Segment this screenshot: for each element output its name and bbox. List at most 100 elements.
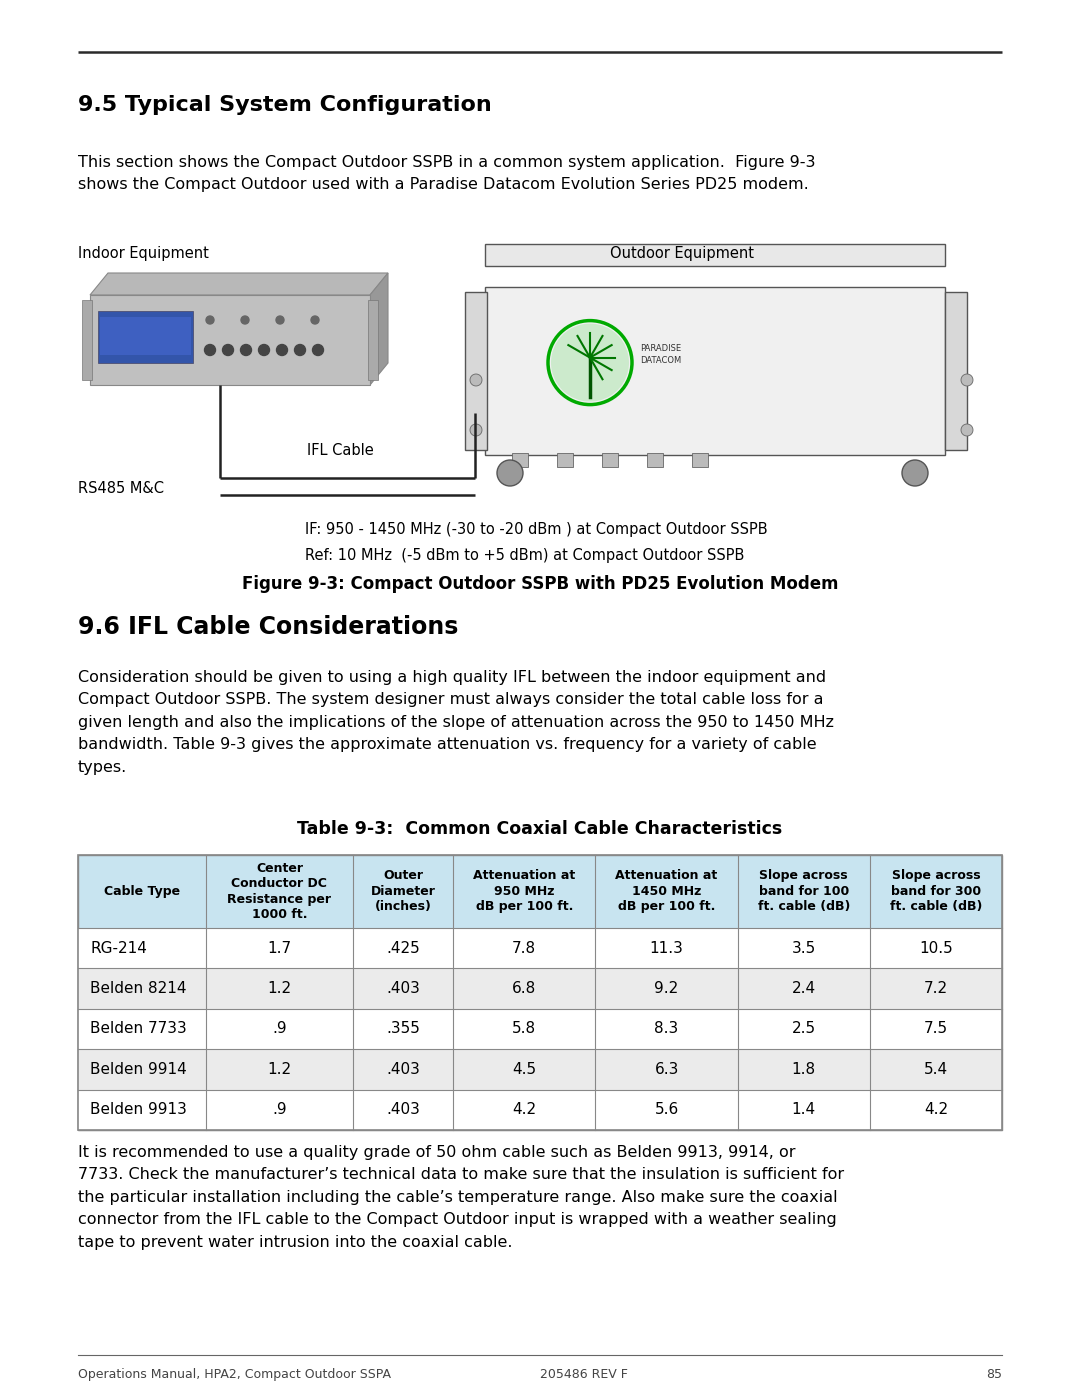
Bar <box>602 453 618 467</box>
Circle shape <box>276 316 284 324</box>
Text: 2.4: 2.4 <box>792 981 815 996</box>
Text: Table 9-3:  Common Coaxial Cable Characteristics: Table 9-3: Common Coaxial Cable Characte… <box>297 820 783 838</box>
Text: Slope across
band for 100
ft. cable (dB): Slope across band for 100 ft. cable (dB) <box>757 869 850 914</box>
Text: Consideration should be given to using a high quality IFL between the indoor equ: Consideration should be given to using a… <box>78 671 834 775</box>
Text: 205486 REV F: 205486 REV F <box>540 1368 627 1382</box>
Circle shape <box>295 345 306 355</box>
Text: 9.5 Typical System Configuration: 9.5 Typical System Configuration <box>78 95 491 115</box>
Circle shape <box>961 425 973 436</box>
Bar <box>78 968 1002 1009</box>
Bar <box>78 1049 1002 1090</box>
Text: 2.5: 2.5 <box>792 1021 815 1037</box>
Circle shape <box>276 345 287 355</box>
Bar <box>512 453 528 467</box>
Circle shape <box>222 345 233 355</box>
Text: Belden 8214: Belden 8214 <box>90 981 187 996</box>
Text: This section shows the Compact Outdoor SSPB in a common system application.  Fig: This section shows the Compact Outdoor S… <box>78 155 815 191</box>
Circle shape <box>497 460 523 486</box>
Text: Center
Conductor DC
Resistance per
1000 ft.: Center Conductor DC Resistance per 1000 … <box>228 862 332 921</box>
Text: .9: .9 <box>272 1102 287 1118</box>
Text: 5.6: 5.6 <box>654 1102 678 1118</box>
Bar <box>465 292 487 450</box>
Bar <box>82 300 92 380</box>
Circle shape <box>470 374 482 386</box>
Bar <box>485 286 945 455</box>
Text: 9.6 IFL Cable Considerations: 9.6 IFL Cable Considerations <box>78 615 458 638</box>
Bar <box>78 855 1002 1130</box>
Text: Attenuation at
1450 MHz
dB per 100 ft.: Attenuation at 1450 MHz dB per 100 ft. <box>616 869 718 914</box>
Text: .425: .425 <box>387 940 420 956</box>
Text: 7.8: 7.8 <box>512 940 537 956</box>
Text: Belden 7733: Belden 7733 <box>90 1021 187 1037</box>
Text: 7.2: 7.2 <box>923 981 948 996</box>
Circle shape <box>551 324 629 401</box>
Text: Operations Manual, HPA2, Compact Outdoor SSPA: Operations Manual, HPA2, Compact Outdoor… <box>78 1368 391 1382</box>
Text: RG-214: RG-214 <box>90 940 147 956</box>
Text: PARADISE
DATACOM: PARADISE DATACOM <box>640 344 681 365</box>
Bar <box>98 312 193 363</box>
Bar <box>485 244 945 265</box>
Text: 1.7: 1.7 <box>268 940 292 956</box>
Text: It is recommended to use a quality grade of 50 ohm cable such as Belden 9913, 99: It is recommended to use a quality grade… <box>78 1146 845 1250</box>
Text: .355: .355 <box>387 1021 420 1037</box>
Bar <box>78 1090 1002 1130</box>
Circle shape <box>258 345 270 355</box>
Bar <box>368 300 378 380</box>
Circle shape <box>241 316 249 324</box>
Bar <box>78 855 1002 1130</box>
Text: .403: .403 <box>387 1102 420 1118</box>
Bar <box>78 928 1002 968</box>
Text: 4.5: 4.5 <box>512 1062 537 1077</box>
Text: 6.8: 6.8 <box>512 981 537 996</box>
Bar <box>90 295 370 386</box>
Text: Outdoor Equipment: Outdoor Equipment <box>610 246 754 261</box>
Text: Outer
Diameter
(inches): Outer Diameter (inches) <box>370 869 435 914</box>
Bar <box>78 1009 1002 1049</box>
Text: Cable Type: Cable Type <box>104 884 179 898</box>
Polygon shape <box>370 272 388 386</box>
Text: 5.4: 5.4 <box>923 1062 948 1077</box>
Bar <box>78 855 1002 928</box>
Circle shape <box>470 425 482 436</box>
Circle shape <box>902 460 928 486</box>
Text: Figure 9-3: Compact Outdoor SSPB with PD25 Evolution Modem: Figure 9-3: Compact Outdoor SSPB with PD… <box>242 576 838 592</box>
Text: 4.2: 4.2 <box>512 1102 537 1118</box>
Text: Belden 9914: Belden 9914 <box>90 1062 187 1077</box>
Circle shape <box>204 345 216 355</box>
Text: RS485 M&C: RS485 M&C <box>78 481 164 496</box>
Text: .403: .403 <box>387 981 420 996</box>
Text: 85: 85 <box>986 1368 1002 1382</box>
Text: 6.3: 6.3 <box>654 1062 678 1077</box>
Text: 8.3: 8.3 <box>654 1021 678 1037</box>
Text: 1.2: 1.2 <box>268 981 292 996</box>
Circle shape <box>206 316 214 324</box>
Bar <box>557 453 573 467</box>
Text: .403: .403 <box>387 1062 420 1077</box>
Bar <box>692 453 708 467</box>
Text: 7.5: 7.5 <box>923 1021 948 1037</box>
Circle shape <box>961 374 973 386</box>
Text: 1.2: 1.2 <box>268 1062 292 1077</box>
Bar <box>647 453 663 467</box>
Text: 5.8: 5.8 <box>512 1021 537 1037</box>
Circle shape <box>241 345 252 355</box>
Text: 1.8: 1.8 <box>792 1062 815 1077</box>
Bar <box>945 292 967 450</box>
Text: Belden 9913: Belden 9913 <box>90 1102 187 1118</box>
Text: IF: 950 - 1450 MHz (-30 to -20 dBm ) at Compact Outdoor SSPB: IF: 950 - 1450 MHz (-30 to -20 dBm ) at … <box>305 522 768 536</box>
Text: Ref: 10 MHz  (-5 dBm to +5 dBm) at Compact Outdoor SSPB: Ref: 10 MHz (-5 dBm to +5 dBm) at Compac… <box>305 548 744 563</box>
Text: 1.4: 1.4 <box>792 1102 815 1118</box>
Bar <box>100 317 191 355</box>
Circle shape <box>311 316 319 324</box>
Text: Slope across
band for 300
ft. cable (dB): Slope across band for 300 ft. cable (dB) <box>890 869 982 914</box>
Text: 3.5: 3.5 <box>792 940 815 956</box>
Text: 11.3: 11.3 <box>650 940 684 956</box>
Polygon shape <box>90 272 388 295</box>
Text: IFL Cable: IFL Cable <box>307 443 374 457</box>
Text: Indoor Equipment: Indoor Equipment <box>78 246 208 261</box>
Text: 4.2: 4.2 <box>923 1102 948 1118</box>
Text: 9.2: 9.2 <box>654 981 678 996</box>
Text: .9: .9 <box>272 1021 287 1037</box>
Text: 10.5: 10.5 <box>919 940 953 956</box>
Text: Attenuation at
950 MHz
dB per 100 ft.: Attenuation at 950 MHz dB per 100 ft. <box>473 869 576 914</box>
